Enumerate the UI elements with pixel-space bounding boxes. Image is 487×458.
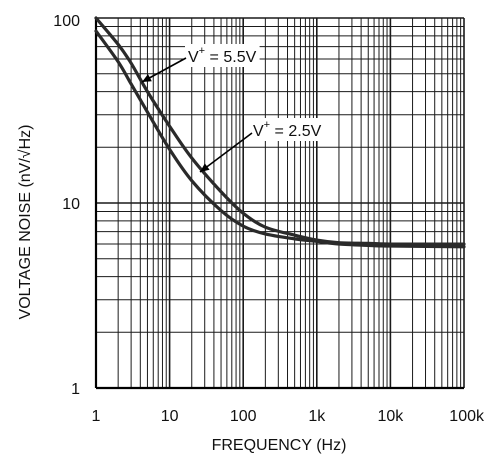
- annotation-base: V: [253, 123, 264, 140]
- series-group: [94, 16, 466, 249]
- x-tick-label: 10k: [378, 408, 405, 425]
- tick-labels: 1 10 100 1k 10k 100k 1 10 100: [53, 13, 485, 425]
- y-tick-label: 1: [71, 381, 80, 398]
- x-tick-label: 10: [161, 408, 179, 425]
- annotation-background: [250, 118, 325, 141]
- series-line-1: [94, 16, 466, 246]
- annotation-arrowhead-2: [200, 163, 210, 172]
- y-tick-label: 100: [53, 13, 80, 30]
- x-tick-label: 100: [230, 408, 257, 425]
- y-tick-label: 10: [62, 196, 80, 213]
- annotation-label-2: V+ = 2.5V: [253, 119, 322, 140]
- annotation-sup: +: [199, 45, 205, 57]
- annotation-leader-2: [199, 132, 253, 173]
- x-tick-label: 100k: [449, 408, 485, 425]
- annotation-arrowhead-1: [142, 74, 152, 82]
- y-axis-label: VOLTAGE NOISE (nV/√Hz): [17, 125, 34, 320]
- series-line-2: [94, 29, 466, 249]
- annotation-background: [185, 44, 260, 67]
- x-tick-label: 1k: [308, 408, 326, 425]
- annotation-base: V: [188, 49, 199, 66]
- annotation-sup: +: [264, 119, 270, 131]
- annotation-label-1: V+ = 5.5V: [188, 45, 257, 66]
- x-tick-label: 1: [92, 408, 101, 425]
- annotations: V+ = 5.5VV+ = 2.5V: [141, 44, 325, 173]
- grid: [94, 17, 465, 390]
- annotation-rest: = 5.5V: [205, 49, 256, 66]
- x-axis-label: FREQUENCY (Hz): [212, 437, 347, 454]
- annotation-rest: = 2.5V: [270, 123, 321, 140]
